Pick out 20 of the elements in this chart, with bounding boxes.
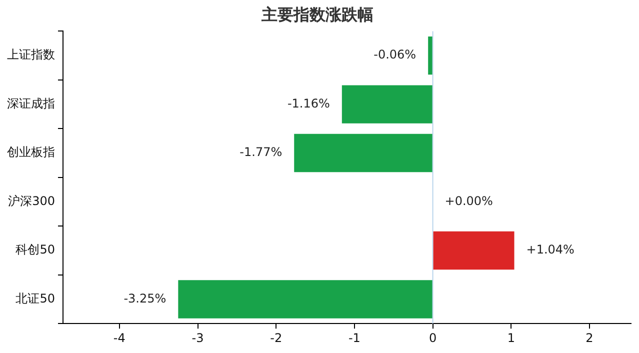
y-tick-label: 北证50 [16, 291, 55, 306]
data-label: +1.04% [526, 242, 574, 257]
data-label: -1.77% [240, 145, 282, 160]
x-tick-label: 1 [507, 330, 515, 345]
data-label: -3.25% [124, 291, 166, 306]
data-label: -0.06% [374, 48, 416, 62]
x-tick-label: -2 [270, 330, 282, 345]
x-tick-label: -3 [192, 330, 204, 345]
data-label: -1.16% [287, 96, 330, 110]
chart-title: 主要指数涨跌幅 [260, 4, 374, 24]
y-tick-label: 上证指数 [7, 48, 55, 62]
x-tick-label: -1 [348, 330, 360, 345]
data-label: +0.00% [444, 194, 493, 208]
y-tick-label: 沪深300 [8, 194, 55, 208]
x-tick-label: 0 [428, 330, 437, 345]
x-tick-label: -4 [113, 330, 126, 345]
y-tick-label: 深证成指 [7, 96, 55, 110]
y-tick-label: 科创50 [16, 242, 55, 257]
y-tick-label: 创业板指 [7, 145, 55, 160]
x-tick-label: 2 [586, 330, 594, 345]
